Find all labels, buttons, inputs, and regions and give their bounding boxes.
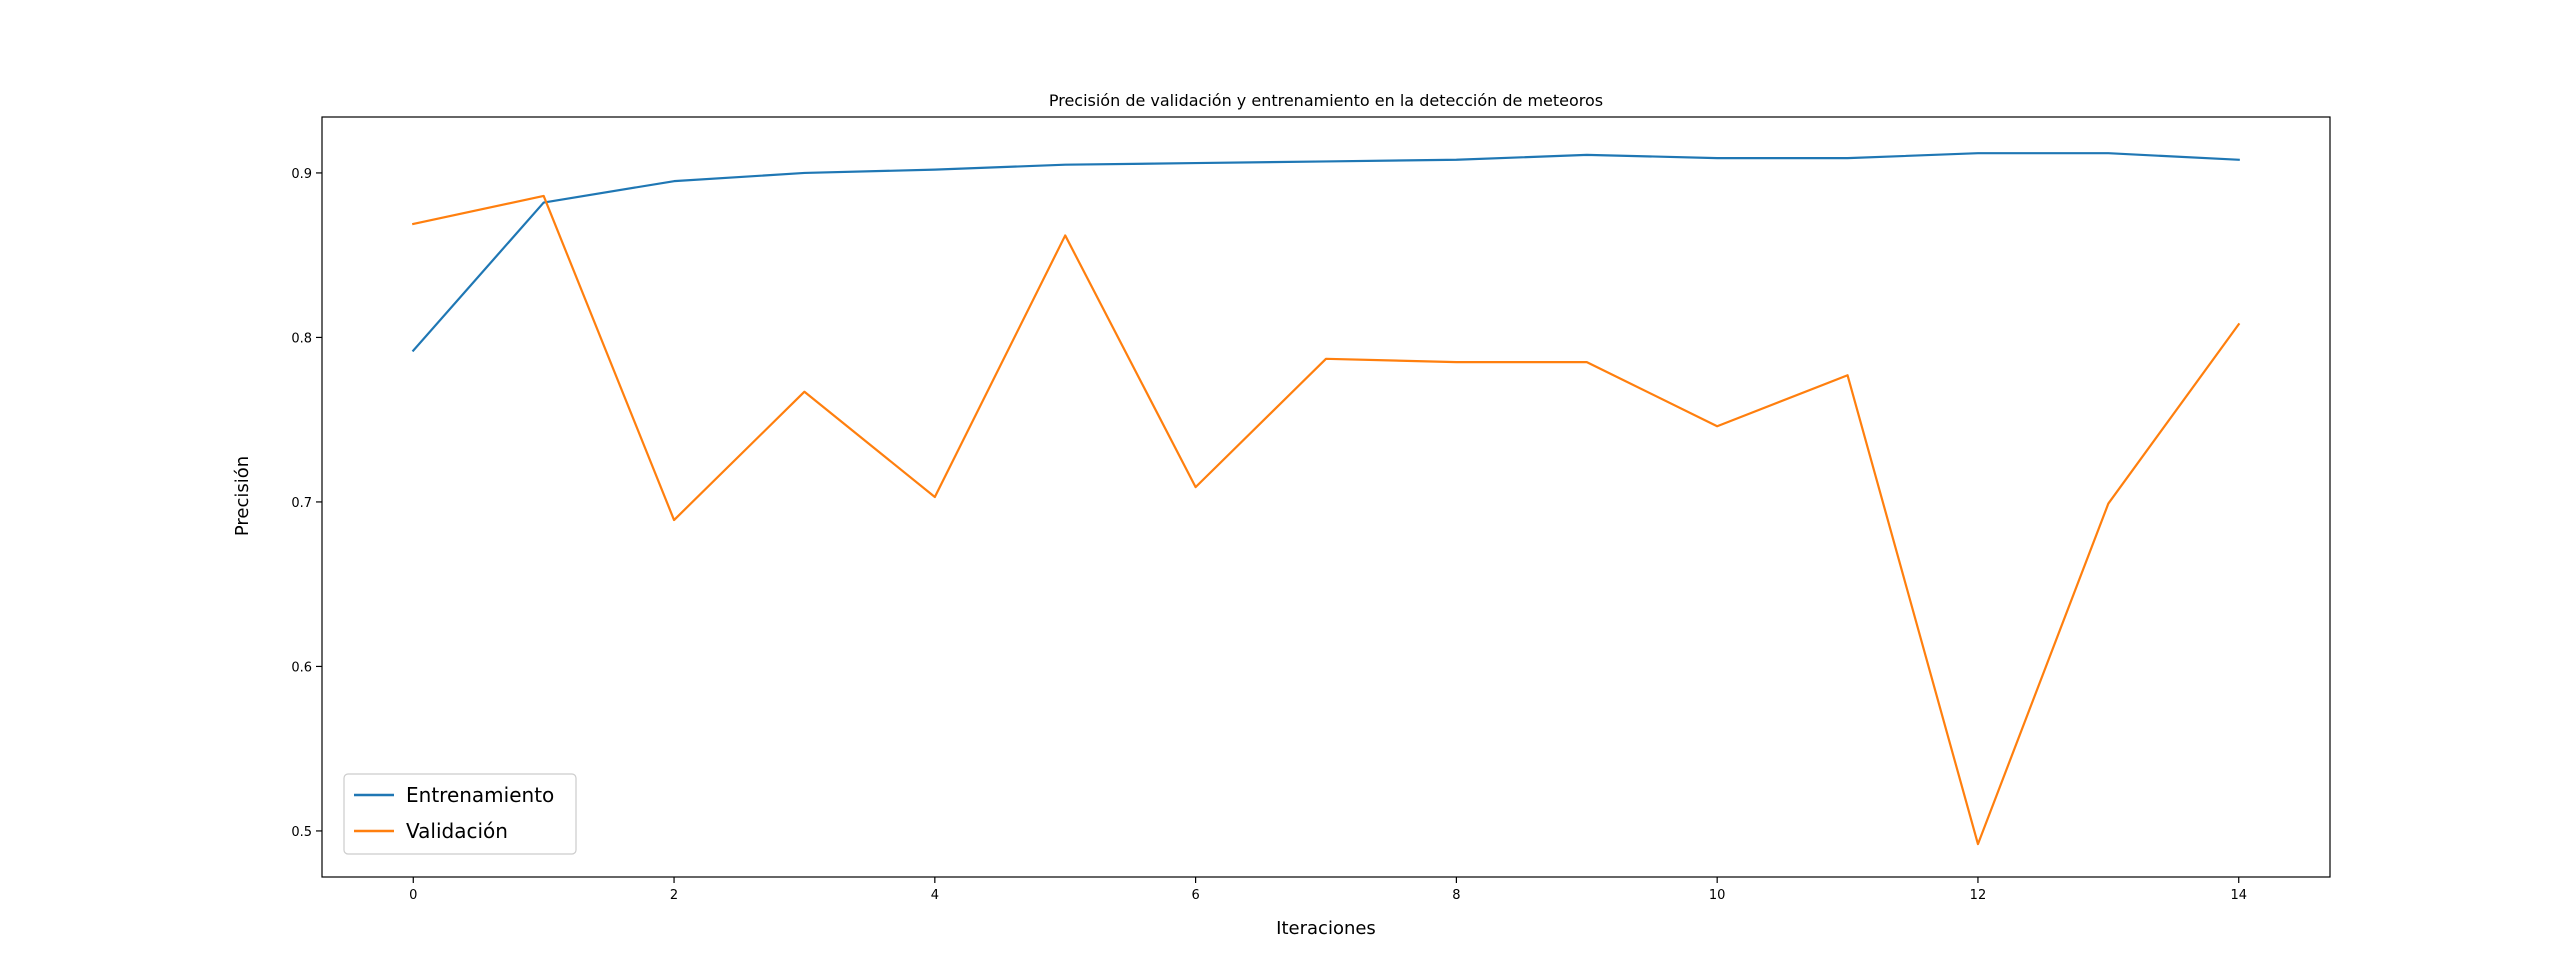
x-tick-label: 2 — [670, 888, 678, 903]
series-line-1 — [411, 194, 2241, 846]
x-tick-label: 14 — [2230, 888, 2247, 903]
series-line-0 — [411, 152, 2240, 353]
x-tick-label: 6 — [1191, 888, 1199, 903]
x-tick-label: 10 — [1709, 888, 1726, 903]
y-tick-label: 0.9 — [291, 167, 312, 182]
x-tick-label: 4 — [931, 888, 939, 903]
axes-frame — [321, 116, 2331, 878]
y-tick-label: 0.6 — [291, 660, 312, 675]
legend: Entrenamiento Validación — [343, 773, 577, 855]
plot-area: 0 2 4 6 8 10 12 14 0.5 0.6 0.7 0.8 0.9 — [291, 116, 2331, 903]
x-tick-label: 12 — [1970, 888, 1987, 903]
x-tick-label: 8 — [1452, 888, 1460, 903]
x-axis-title: Iteraciones — [1276, 918, 1376, 939]
legend-box — [343, 773, 577, 855]
legend-label-0: Entrenamiento — [406, 783, 554, 807]
y-tick-label: 0.8 — [291, 331, 312, 346]
chart-title: Precisión de validación y entrenamiento … — [1049, 91, 1603, 110]
legend-label-1: Validación — [406, 819, 508, 843]
y-tick-label: 0.7 — [291, 496, 312, 511]
y-tick-label: 0.5 — [291, 825, 312, 840]
x-tick-label: 0 — [409, 888, 417, 903]
y-axis-title: Precisión — [232, 456, 253, 536]
